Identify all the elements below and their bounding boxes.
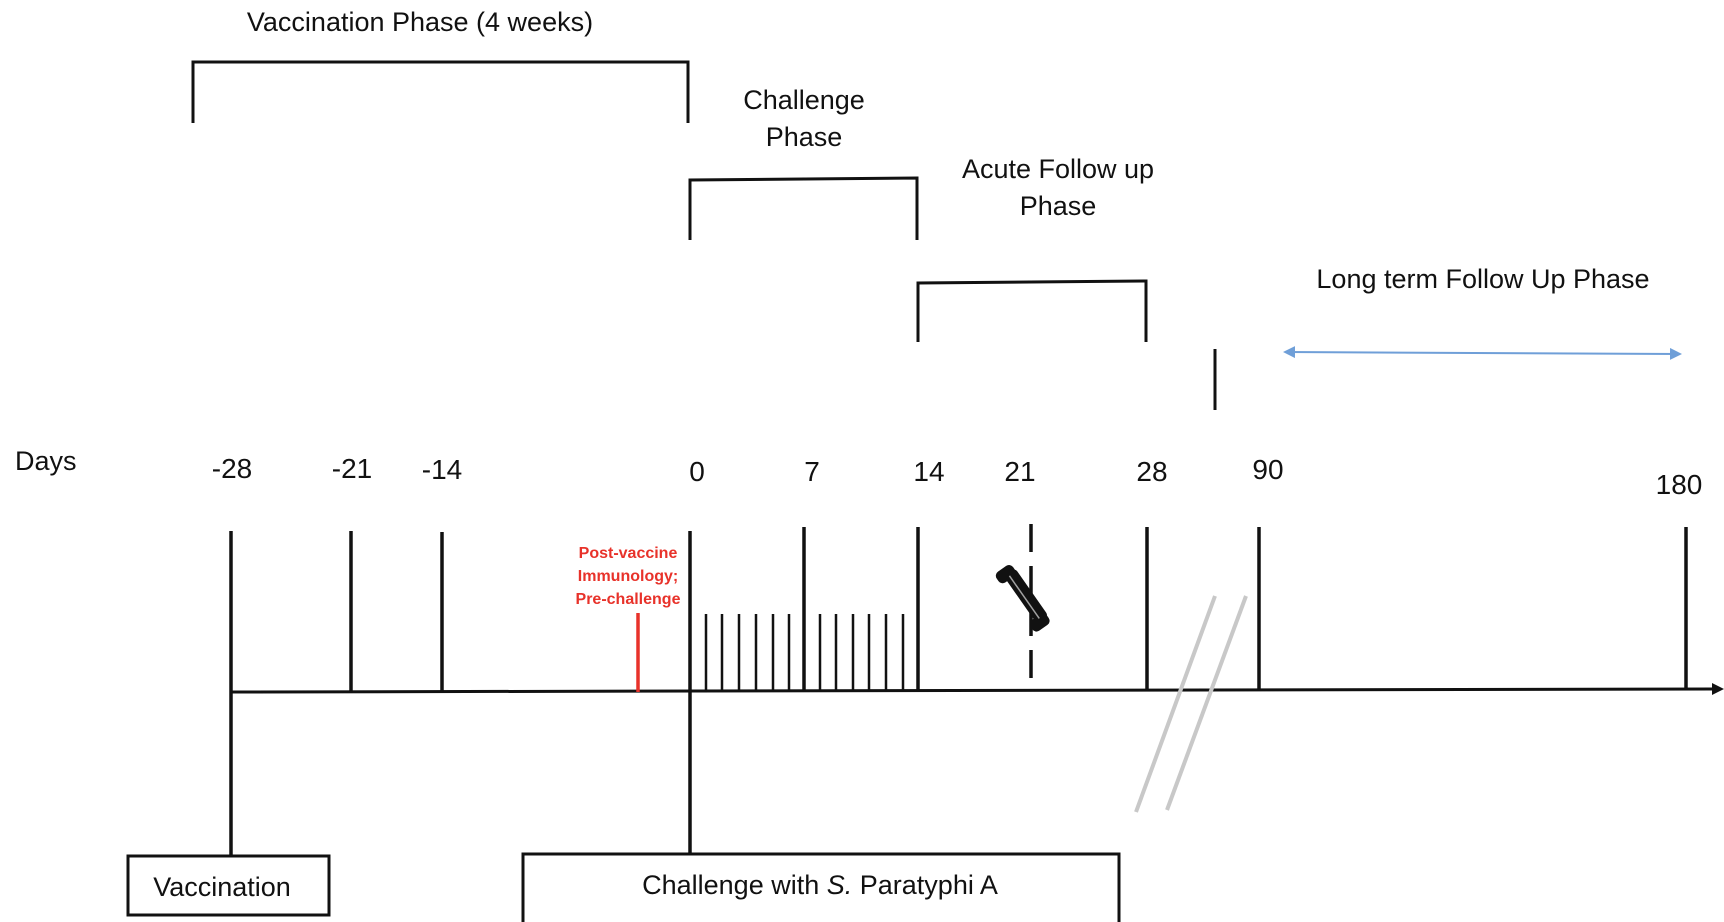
challenge-box-prefix: Challenge with — [642, 870, 827, 900]
acute-phase-title-line2: Phase — [1020, 191, 1097, 221]
challenge-box: Challenge with S. Paratyphi A — [521, 852, 1121, 922]
annotation-line2: Immunology; — [578, 568, 678, 585]
day-label: 21 — [1004, 456, 1035, 487]
challenge-phase-title-line1: Challenge — [743, 85, 865, 115]
day-label: -28 — [212, 453, 252, 484]
day-label: -21 — [332, 453, 372, 484]
timeline-axis — [230, 683, 1724, 695]
challenge-phase-bracket — [688, 176, 919, 240]
day-label: 7 — [804, 456, 820, 487]
day-label: 0 — [689, 456, 705, 487]
phone-icon — [995, 565, 1050, 632]
day-label: 90 — [1252, 454, 1283, 485]
long-term-phase-title: Long term Follow Up Phase — [1316, 264, 1649, 294]
day-label: -14 — [422, 454, 462, 485]
vaccination-phase-bracket — [191, 60, 690, 123]
vaccination-phase-title: Vaccination Phase (4 weeks) — [247, 7, 593, 37]
day-label: 14 — [913, 456, 944, 487]
day-label: 180 — [1656, 469, 1703, 500]
vaccination-box: Vaccination — [126, 854, 331, 917]
days-axis-title: Days — [15, 446, 77, 476]
long-term-double-arrow — [1283, 346, 1682, 360]
axis-break-mark — [1134, 595, 1248, 813]
acute-phase-title-line1: Acute Follow up — [962, 154, 1154, 184]
challenge-box-suffix: Paratyphi A — [852, 870, 998, 900]
annotation-line3: Pre-challenge — [576, 591, 681, 608]
vaccination-box-label: Vaccination — [153, 872, 291, 902]
day-labels: -28 -21 -14 0 7 14 21 28 90 180 — [212, 453, 1703, 500]
challenge-box-species: S. — [827, 870, 853, 900]
daily-sampling-ticks — [704, 614, 905, 690]
day-ticks — [229, 527, 1688, 692]
challenge-phase-title-line2: Phase — [766, 122, 843, 152]
acute-follow-up-phase-bracket — [916, 279, 1148, 342]
challenge-box-label: Challenge with S. Paratyphi A — [642, 870, 998, 900]
annotation-line1: Post-vaccine — [579, 545, 678, 562]
day-label: 28 — [1136, 456, 1167, 487]
